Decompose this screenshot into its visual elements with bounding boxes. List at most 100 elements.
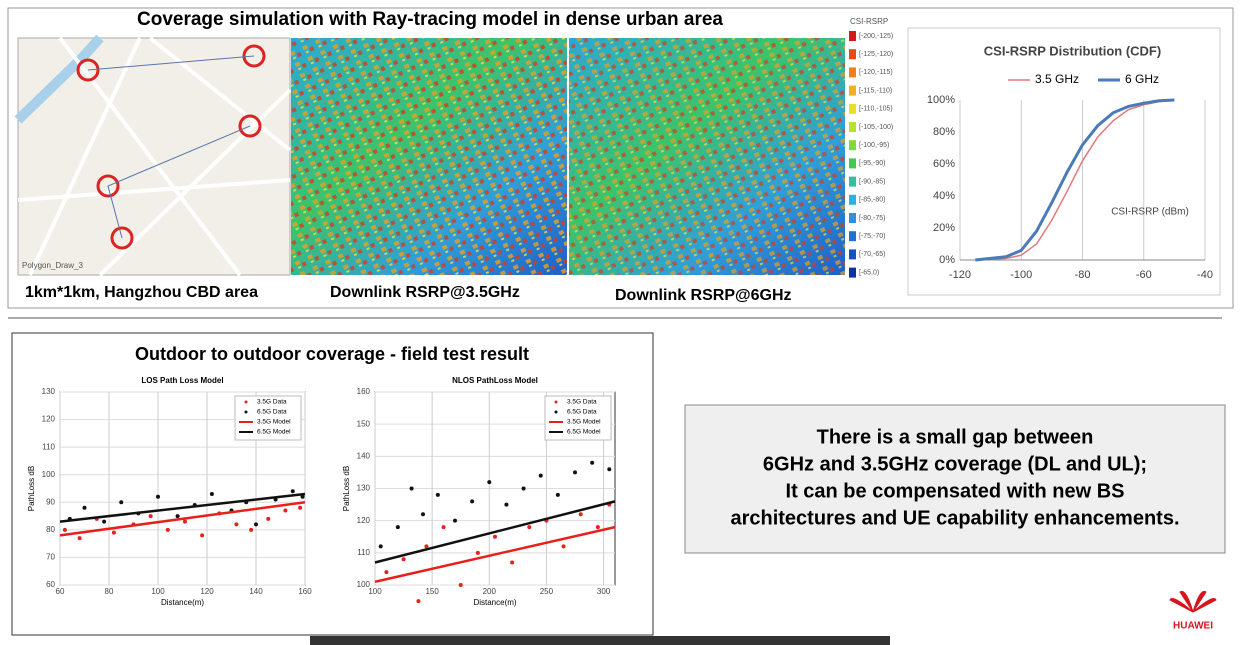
data-point <box>254 522 258 526</box>
note-line: 6GHz and 3.5GHz coverage (DL and UL); <box>763 453 1147 475</box>
data-point <box>63 528 67 532</box>
legend-label: 3.5G Model <box>567 419 601 426</box>
data-point <box>200 533 204 537</box>
legend-label: [-85,-80) <box>859 197 885 204</box>
y-tick-label: 100% <box>927 94 955 106</box>
map-label: Polygon_Draw_3 <box>22 261 83 270</box>
legend-swatch <box>849 49 856 59</box>
y-tick-label: 20% <box>933 222 955 234</box>
data-point <box>421 512 425 516</box>
y-tick-label: 70 <box>46 553 55 562</box>
legend-label: 6.5G Model <box>257 429 291 436</box>
heatmap <box>569 38 845 275</box>
data-point <box>83 506 87 510</box>
legend-label: [-75,-70) <box>859 233 885 240</box>
legend-swatch <box>849 268 856 278</box>
data-point <box>459 583 463 587</box>
note-line: There is a small gap between <box>817 426 1094 448</box>
data-point <box>522 487 526 491</box>
data-point <box>487 480 491 484</box>
data-point <box>266 517 270 521</box>
y-tick-label: 130 <box>357 484 371 493</box>
data-point <box>539 474 543 478</box>
legend-label: [-115,-110) <box>859 87 892 94</box>
data-point <box>149 514 153 518</box>
data-point <box>607 467 611 471</box>
x-tick-label: 120 <box>200 587 214 596</box>
x-tick-label: -40 <box>1197 269 1213 281</box>
data-point <box>556 493 560 497</box>
x-tick-label: 300 <box>597 587 611 596</box>
y-tick-label: 120 <box>42 415 56 424</box>
legend-dot <box>555 401 558 404</box>
data-point <box>119 500 123 504</box>
x-tick-label: -60 <box>1136 269 1152 281</box>
caption: Downlink RSRP@6GHz <box>615 287 792 304</box>
data-point <box>562 544 566 548</box>
y-tick-label: 100 <box>42 470 56 479</box>
rsrp-legend: CSI-RSRP[-200,-125)[-125,-120)[-120,-115… <box>849 17 893 277</box>
legend-label: [-95,-90) <box>859 160 885 167</box>
x-tick-label: -80 <box>1075 269 1091 281</box>
legend-label: 3.5G Model <box>257 419 291 426</box>
legend-label: [-80,-75) <box>859 215 885 222</box>
legend-label: 3.5 GHz <box>1035 72 1079 86</box>
legend-dot <box>245 401 248 404</box>
y-tick-label: 40% <box>933 190 955 202</box>
legend-label: [-125,-120) <box>859 51 893 58</box>
legend-label: 3.5G Data <box>567 399 597 406</box>
data-point <box>384 570 388 574</box>
legend-label: [-100,-95) <box>859 142 889 149</box>
data-point <box>476 551 480 555</box>
slide: Coverage simulation with Ray-tracing mod… <box>0 0 1241 645</box>
caption: Downlink RSRP@3.5GHz <box>330 284 520 301</box>
y-tick-label: 80% <box>933 126 955 138</box>
y-axis-label: PathLoss dB <box>27 466 36 511</box>
data-point <box>453 519 457 523</box>
legend-swatch <box>849 140 856 150</box>
y-tick-label: 150 <box>357 419 371 428</box>
x-tick-label: 140 <box>249 587 263 596</box>
legend-swatch <box>849 231 856 241</box>
x-tick-label: 60 <box>56 587 65 596</box>
legend-label: [-200,-125) <box>859 33 893 40</box>
legend-swatch <box>849 86 856 96</box>
data-point <box>527 525 531 529</box>
y-tick-label: 130 <box>42 387 56 396</box>
data-point <box>402 557 406 561</box>
y-tick-label: 140 <box>357 451 371 460</box>
legend-swatch <box>849 195 856 205</box>
x-tick-label: 80 <box>105 587 114 596</box>
y-tick-label: 90 <box>46 497 55 506</box>
note-line: architectures and UE capability enhancem… <box>730 507 1179 529</box>
y-tick-label: 160 <box>357 387 371 396</box>
x-tick-label: -100 <box>1010 269 1032 281</box>
data-point <box>176 514 180 518</box>
data-point <box>234 522 238 526</box>
logo: HUAWEI <box>1170 591 1216 631</box>
top-title: Coverage simulation with Ray-tracing mod… <box>137 9 723 30</box>
data-point <box>210 492 214 496</box>
legend-label: [-90,-85) <box>859 178 885 185</box>
y-tick-label: 110 <box>42 442 55 451</box>
x-tick-label: 100 <box>368 587 382 596</box>
data-point <box>396 525 400 529</box>
data-point <box>470 499 474 503</box>
legend-label: 6.5G Data <box>567 409 597 416</box>
legend-label: [-120,-115) <box>859 69 893 76</box>
bottom-bar <box>310 636 890 645</box>
data-point <box>78 536 82 540</box>
data-point <box>436 493 440 497</box>
logo-text: HUAWEI <box>1173 621 1213 632</box>
legend-label: 6.5G Model <box>567 429 601 436</box>
x-tick-label: 200 <box>483 587 497 596</box>
chart-title: CSI-RSRP Distribution (CDF) <box>984 43 1161 58</box>
legend-swatch <box>849 249 856 259</box>
legend-label: [-65,0) <box>859 269 879 276</box>
legend-swatch <box>849 177 856 187</box>
data-point <box>504 503 508 507</box>
note-line: It can be compensated with new BS <box>786 480 1125 502</box>
x-tick-label: 150 <box>425 587 439 596</box>
legend-dot <box>245 411 248 414</box>
x-axis-label: Distance(m) <box>161 598 204 607</box>
